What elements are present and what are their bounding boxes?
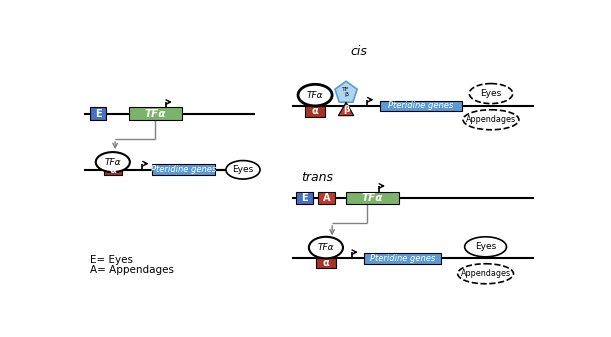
Text: TFα: TFα	[318, 243, 334, 252]
Ellipse shape	[463, 110, 519, 130]
Bar	[129, 108, 182, 120]
Text: TFα: TFα	[145, 109, 166, 119]
Text: cis: cis	[351, 45, 368, 58]
Polygon shape	[338, 102, 354, 116]
Bar	[305, 106, 325, 117]
Ellipse shape	[96, 152, 130, 172]
Text: Eyes: Eyes	[475, 242, 496, 251]
Bar	[346, 192, 399, 205]
Bar	[90, 108, 106, 120]
Bar	[152, 164, 215, 175]
Text: E= Eyes: E= Eyes	[90, 255, 133, 265]
Text: α: α	[109, 165, 116, 175]
Text: Appendages: Appendages	[461, 269, 511, 278]
Text: E: E	[95, 109, 101, 119]
Bar	[296, 192, 313, 205]
Text: α: α	[323, 258, 329, 268]
Text: Pteridine genes: Pteridine genes	[388, 101, 453, 111]
Text: α: α	[312, 106, 318, 116]
Text: Appendages: Appendages	[466, 115, 516, 124]
Text: A= Appendages: A= Appendages	[90, 265, 174, 275]
Text: Eyes: Eyes	[232, 165, 254, 174]
Text: Eyes: Eyes	[480, 89, 502, 98]
Bar	[103, 165, 122, 175]
Ellipse shape	[469, 84, 513, 103]
Text: β: β	[343, 105, 349, 114]
Text: Pteridine genes: Pteridine genes	[370, 254, 435, 263]
Bar	[380, 100, 461, 111]
Ellipse shape	[458, 264, 513, 284]
Text: E: E	[301, 193, 307, 203]
Text: TFα: TFα	[104, 158, 121, 166]
Text: TFα: TFα	[307, 91, 323, 100]
Bar	[318, 192, 335, 205]
Text: Pteridine genes: Pteridine genes	[151, 165, 216, 174]
Text: trans: trans	[301, 171, 333, 184]
Polygon shape	[335, 81, 357, 102]
Ellipse shape	[226, 160, 260, 179]
Ellipse shape	[464, 237, 507, 257]
Text: A: A	[323, 193, 331, 203]
Bar	[316, 258, 336, 268]
Ellipse shape	[298, 84, 332, 106]
Text: TF
β: TF β	[342, 87, 350, 97]
Ellipse shape	[309, 237, 343, 258]
Bar	[364, 253, 441, 264]
Text: TFα: TFα	[362, 193, 383, 203]
